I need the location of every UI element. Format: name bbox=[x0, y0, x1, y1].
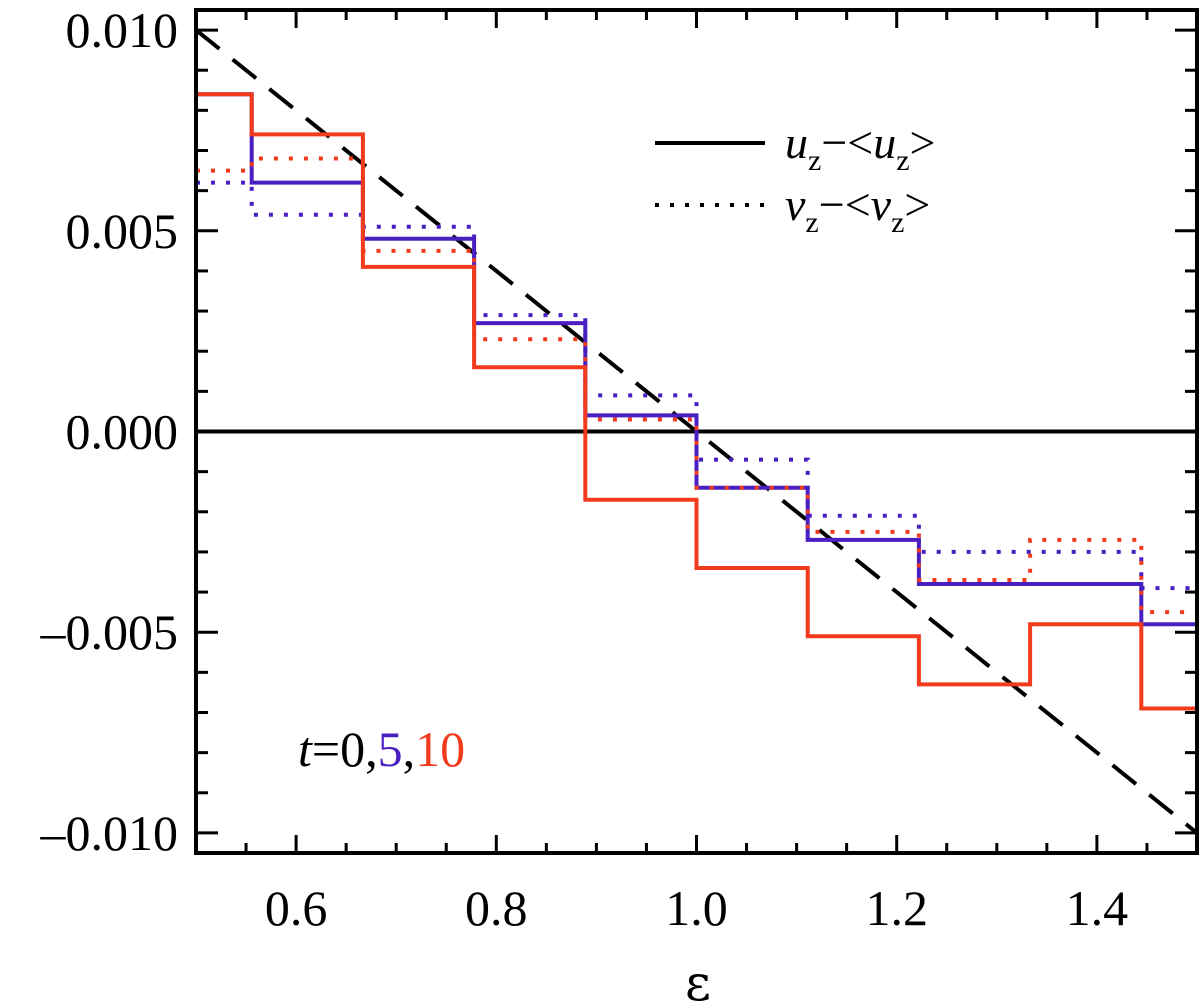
x-tick-label: 1.4 bbox=[1066, 880, 1129, 936]
x-tick-label: 1.2 bbox=[865, 880, 928, 936]
legend-label-uz: uz−<uz> bbox=[785, 117, 936, 177]
x-axis-label: ε bbox=[685, 954, 711, 1002]
plot-area bbox=[196, 28, 1197, 835]
x-tick-label: 1.0 bbox=[665, 880, 728, 936]
legend-label-vz: vz−<vz> bbox=[785, 179, 930, 239]
y-tick-label: 0.010 bbox=[66, 2, 179, 58]
y-tick-label: –0.005 bbox=[40, 604, 179, 660]
plot-frame bbox=[194, 8, 1199, 855]
y-tick-label: –0.010 bbox=[40, 805, 179, 861]
x-tick-label: 0.8 bbox=[465, 880, 528, 936]
legend: uz−<uz> vz−<vz> bbox=[655, 117, 936, 239]
y-tick-label: 0.000 bbox=[66, 404, 179, 460]
time-annotation: t=0,5,10 bbox=[298, 721, 465, 777]
tick-labels: 0.6 0.8 1.0 1.2 1.4 0.010 0.005 0.000 –0.005 –0.0… bbox=[40, 2, 1129, 936]
series-t10-uz-solid bbox=[196, 92, 1197, 711]
y-tick-label: 0.005 bbox=[66, 203, 179, 259]
x-tick-label: 0.6 bbox=[265, 880, 328, 936]
